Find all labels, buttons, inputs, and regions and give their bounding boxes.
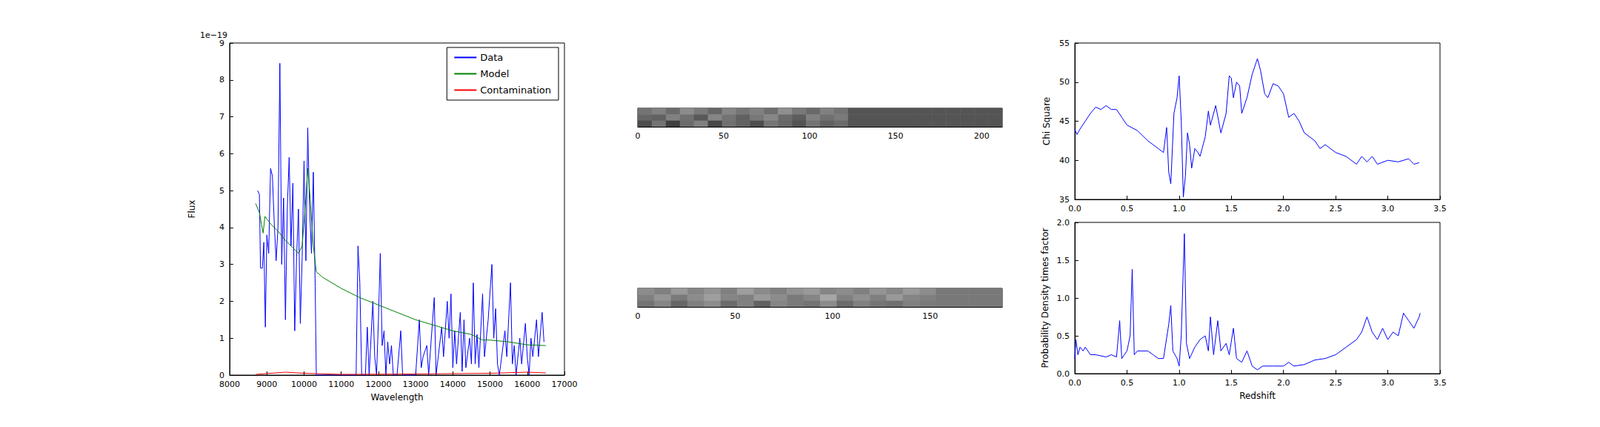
svg-text:2.0: 2.0 [1057,217,1071,228]
svg-text:1.0: 1.0 [1172,203,1186,214]
svg-text:150: 150 [888,131,904,141]
svg-text:1e−19: 1e−19 [200,30,228,40]
svg-text:9: 9 [219,38,225,49]
svg-text:15000: 15000 [477,379,503,389]
svg-text:1.0: 1.0 [1057,293,1071,303]
svg-text:0.5: 0.5 [1120,377,1135,388]
svg-text:50: 50 [730,311,741,321]
svg-text:13000: 13000 [402,379,429,389]
svg-text:Data: Data [480,51,503,63]
svg-text:Probability Density times fact: Probability Density times factor [1040,227,1051,368]
svg-text:4: 4 [219,222,225,232]
svg-text:0.5: 0.5 [1057,331,1071,341]
svg-text:2.0: 2.0 [1277,203,1291,214]
svg-text:35: 35 [1059,194,1070,205]
svg-text:50: 50 [718,131,729,141]
svg-text:0.5: 0.5 [1120,203,1135,214]
svg-text:45: 45 [1059,116,1070,126]
svg-text:3: 3 [219,259,225,269]
svg-text:0: 0 [635,131,641,141]
svg-text:8000: 8000 [219,379,240,389]
svg-text:9000: 9000 [256,379,278,389]
svg-text:12000: 12000 [365,379,392,389]
svg-text:Wavelength: Wavelength [370,391,423,403]
svg-text:2.5: 2.5 [1328,203,1343,214]
svg-text:6: 6 [219,148,225,159]
svg-text:0.0: 0.0 [1057,368,1071,379]
svg-text:55: 55 [1059,38,1070,49]
svg-text:100: 100 [802,131,818,141]
svg-text:40: 40 [1059,155,1070,166]
svg-text:0: 0 [219,370,225,380]
svg-text:3.0: 3.0 [1381,203,1395,214]
svg-text:3.5: 3.5 [1433,203,1447,214]
svg-text:Redshift: Redshift [1239,390,1276,401]
svg-text:Chi Square: Chi Square [1041,97,1052,146]
svg-text:10000: 10000 [291,379,318,389]
svg-text:Flux: Flux [186,200,198,219]
svg-text:11000: 11000 [328,379,355,389]
svg-text:50: 50 [1059,77,1070,87]
svg-text:3.5: 3.5 [1433,377,1447,388]
svg-text:2.5: 2.5 [1328,377,1343,388]
svg-text:7: 7 [219,111,225,122]
svg-text:2: 2 [219,296,225,306]
svg-text:3.0: 3.0 [1381,377,1395,388]
svg-text:1: 1 [219,333,225,343]
svg-text:150: 150 [922,311,938,321]
svg-text:0: 0 [635,311,641,321]
svg-text:Contamination: Contamination [480,84,552,96]
svg-text:8: 8 [219,74,225,85]
svg-text:1.0: 1.0 [1172,377,1186,388]
svg-text:1.5: 1.5 [1225,377,1239,388]
svg-text:16000: 16000 [514,379,540,389]
svg-text:200: 200 [974,131,990,141]
svg-text:100: 100 [825,311,841,321]
svg-text:5: 5 [219,185,225,196]
svg-text:0.0: 0.0 [1068,203,1082,214]
svg-text:2.0: 2.0 [1277,377,1291,388]
svg-text:0.0: 0.0 [1068,377,1082,388]
svg-text:Model: Model [480,68,509,80]
svg-text:14000: 14000 [440,379,466,389]
svg-text:1.5: 1.5 [1057,255,1071,266]
svg-text:17000: 17000 [551,379,578,389]
svg-text:1.5: 1.5 [1225,203,1239,214]
